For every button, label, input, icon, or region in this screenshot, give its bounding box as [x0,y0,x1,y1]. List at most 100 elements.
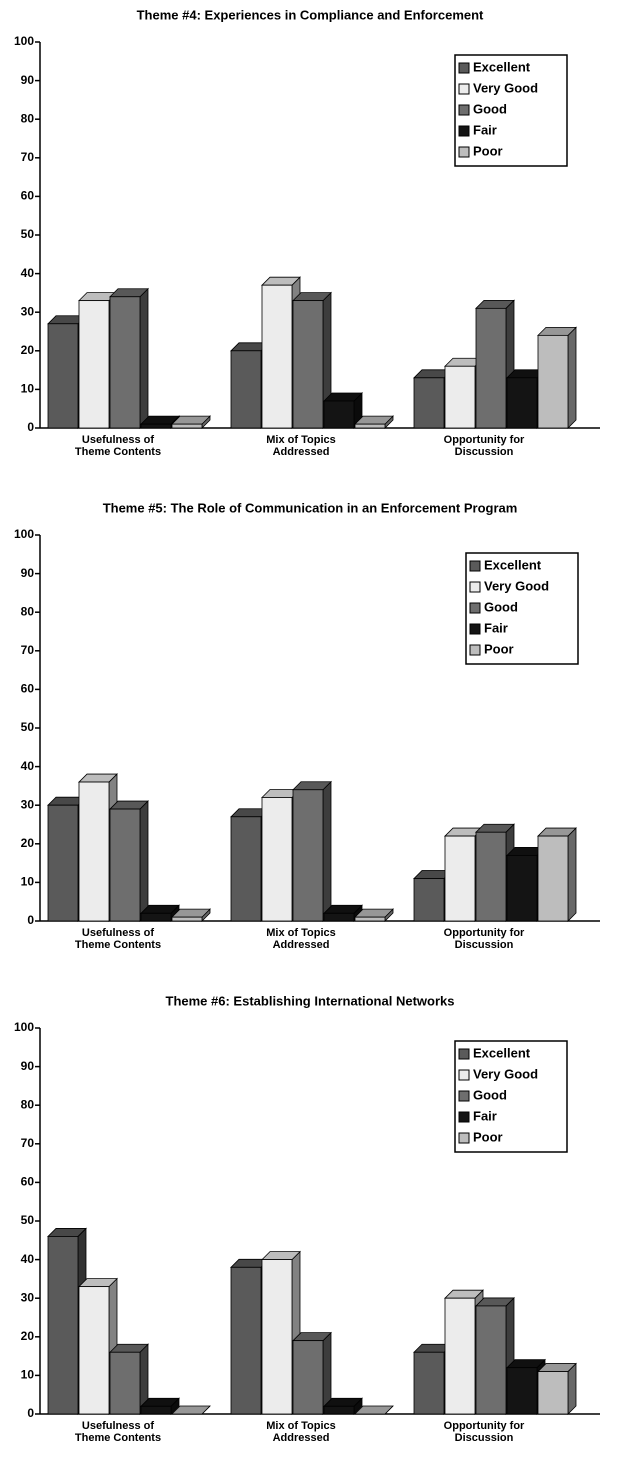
bar [261,797,293,922]
bar [261,1259,293,1415]
y-tick-label: 100 [14,527,34,541]
legend-swatch [469,560,481,572]
legend-box [454,54,568,167]
bar [444,835,476,922]
bar [506,377,538,429]
y-tick-label: 20 [21,343,35,357]
y-tick-label: 70 [21,150,35,164]
y-tick-label: 60 [21,189,35,203]
chart-title: Theme #6: Establishing International Net… [166,993,455,1008]
chart: Theme #6: Establishing International Net… [0,986,617,1479]
bar [47,323,79,429]
bar [78,781,110,922]
legend-swatch [458,104,470,116]
bar [506,854,538,922]
bar [413,878,445,922]
chart-svg: Theme #5: The Role of Communication in a… [14,500,600,927]
y-tick-label: 90 [21,566,35,580]
legend-swatch [458,1048,470,1060]
bar [47,804,79,922]
y-tick-label: 10 [21,382,35,396]
chart-title: Theme #4: Experiences in Compliance and … [137,7,484,22]
y-tick-label: 60 [21,1175,35,1189]
y-tick-label: 40 [21,759,35,773]
x-tick-label: Usefulness of Theme Contents [74,434,162,458]
legend-label: Good [473,101,507,116]
y-tick-label: 20 [21,836,35,850]
x-tick-label: Usefulness of Theme Contents [74,1420,162,1444]
legend-label: Poor [484,641,514,656]
y-tick-label: 90 [21,73,35,87]
x-tick-label: Opportunity for Discussion [443,1420,525,1444]
legend-label: Excellent [473,1045,531,1060]
bar [506,1367,538,1415]
y-tick-label: 50 [21,720,35,734]
y-tick-label: 80 [21,111,35,125]
bar [323,1405,355,1415]
y-tick-label: 70 [21,643,35,657]
legend-label: Fair [473,122,497,137]
bar [230,1266,262,1415]
x-tick-label: Mix of Topics Addressed [266,434,336,458]
chart-title: Theme #5: The Role of Communication in a… [103,500,518,515]
legend-box [454,1040,568,1153]
y-tick-label: 90 [21,1059,35,1073]
legend-swatch [458,146,470,158]
legend-label: Very Good [473,1066,538,1081]
bar [323,400,355,429]
x-tick-label: Mix of Topics Addressed [266,1420,336,1444]
y-tick-label: 30 [21,304,35,318]
y-tick-label: 60 [21,682,35,696]
y-tick-label: 30 [21,797,35,811]
bar-side [139,800,149,922]
bar [78,300,110,429]
legend-swatch [469,602,481,614]
bar [230,350,262,429]
legend-label: Very Good [484,578,549,593]
y-tick-label: 50 [21,227,35,241]
legend-label: Poor [473,1129,503,1144]
x-tick-label: Usefulness of Theme Contents [74,927,162,951]
bar [475,1305,507,1415]
bar [537,334,569,429]
legend-label: Excellent [473,59,531,74]
bar [444,1297,476,1415]
chart-svg: Theme #6: Establishing International Net… [14,993,600,1420]
bar [323,912,355,922]
y-tick-label: 100 [14,1020,34,1034]
legend-swatch [458,1090,470,1102]
legend-swatch [458,125,470,137]
bar [292,789,324,922]
x-tick-label: Mix of Topics Addressed [266,927,336,951]
bar-top [354,1405,394,1415]
bar [140,423,172,429]
legend-swatch [458,62,470,74]
bar [475,307,507,429]
y-tick-label: 0 [27,420,34,434]
legend-swatch [458,1111,470,1123]
bar [292,300,324,429]
x-tick-label: Opportunity for Discussion [443,927,525,951]
y-tick-label: 50 [21,1213,35,1227]
y-tick-label: 80 [21,1097,35,1111]
bar [78,1286,110,1415]
chart: Theme #5: The Role of Communication in a… [0,493,617,986]
y-tick-label: 100 [14,34,34,48]
legend-label: Good [484,599,518,614]
y-tick-label: 40 [21,1252,35,1266]
bar [444,365,476,429]
y-tick-label: 0 [27,1406,34,1420]
legend-label: Excellent [484,557,542,572]
bar [109,808,141,922]
bar-side [567,326,577,429]
bar [537,1371,569,1415]
bar [354,916,386,922]
bar-side [567,827,577,922]
legend-label: Fair [473,1108,497,1123]
bar [140,1405,172,1415]
bar-top [171,1405,211,1415]
bar-side [139,287,149,429]
y-tick-label: 10 [21,875,35,889]
y-tick-label: 80 [21,604,35,618]
